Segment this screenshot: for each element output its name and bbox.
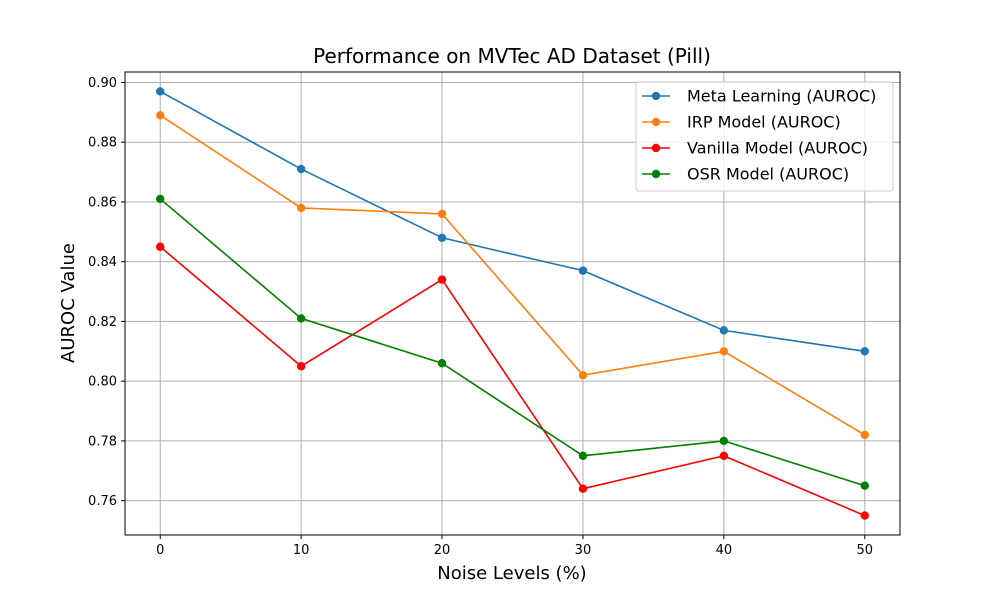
data-point: [719, 326, 729, 335]
data-point: [860, 347, 869, 356]
data-point: [296, 314, 306, 323]
legend-marker: [651, 91, 661, 101]
y-tick-label: 0.76: [88, 494, 117, 509]
x-tick-label: 10: [293, 543, 310, 558]
legend-item: Meta Learning (AUROC): [642, 87, 876, 106]
series-line: [159, 198, 866, 487]
legend-marker: [651, 143, 661, 153]
legend: Meta Learning (AUROC) IRP Model (AUROC) Va…: [635, 81, 894, 192]
legend-marker: [651, 117, 661, 127]
y-tick-label: 0.86: [88, 195, 117, 210]
legend-box: [635, 81, 894, 192]
data-point: [437, 209, 447, 219]
y-tick-label: 0.82: [88, 315, 117, 330]
x-tick-label: 40: [716, 543, 733, 558]
series-line: [159, 246, 866, 517]
series-line: [159, 114, 866, 436]
legend-label: Vanilla Model (AUROC): [687, 139, 868, 158]
series-2: [156, 242, 869, 520]
x-axis-ticks: 0 10 20 30 40 50: [156, 535, 873, 558]
data-point: [860, 511, 869, 520]
legend-marker: [651, 169, 661, 179]
y-tick-label: 0.88: [88, 136, 117, 151]
data-point: [156, 111, 165, 120]
data-point: [296, 362, 306, 371]
x-axis-label: Noise Levels (%): [437, 563, 586, 584]
y-axis-ticks: 0.76 0.78 0.80 0.82 0.84 0.86 0.88 0.90: [88, 76, 125, 509]
x-tick-label: 30: [575, 543, 592, 558]
y-tick-label: 0.90: [88, 76, 117, 91]
plot-frame: [124, 71, 901, 536]
y-tick-label: 0.84: [88, 255, 117, 270]
x-tick-label: 50: [856, 543, 873, 558]
data-point: [296, 164, 306, 174]
data-point: [156, 87, 165, 96]
x-tick-label: 20: [434, 543, 451, 558]
data-point: [437, 233, 447, 242]
data-point: [719, 436, 729, 446]
data-point: [156, 242, 165, 251]
data-point: [578, 266, 588, 275]
data-point: [437, 275, 447, 284]
data-point: [156, 194, 165, 204]
y-tick-label: 0.78: [88, 434, 117, 449]
data-point: [719, 451, 729, 461]
y-tick-label: 0.80: [88, 375, 117, 390]
data-point: [860, 481, 869, 490]
legend-label: IRP Model (AUROC): [687, 113, 841, 132]
legend-item: IRP Model (AUROC): [642, 113, 841, 132]
legend-label: Meta Learning (AUROC): [687, 87, 876, 106]
data-point: [437, 359, 447, 368]
legend-item: Vanilla Model (AUROC): [642, 139, 868, 158]
data-point: [578, 484, 588, 493]
legend-label: OSR Model (AUROC): [687, 165, 849, 184]
series-1: [156, 111, 869, 440]
x-tick-label: 0: [156, 543, 164, 558]
data-point: [860, 430, 869, 440]
chart-title: Performance on MVTec AD Dataset (Pill): [313, 44, 711, 68]
data-point: [578, 451, 588, 461]
data-point: [578, 370, 588, 380]
legend-item: OSR Model (AUROC): [642, 165, 849, 184]
data-point: [296, 203, 306, 213]
series-0: [156, 87, 869, 356]
y-axis-label: AUROC Value: [58, 243, 79, 363]
series-layer: [156, 87, 869, 520]
series-line: [159, 90, 865, 353]
series-3: [156, 194, 869, 490]
data-point: [719, 347, 729, 356]
